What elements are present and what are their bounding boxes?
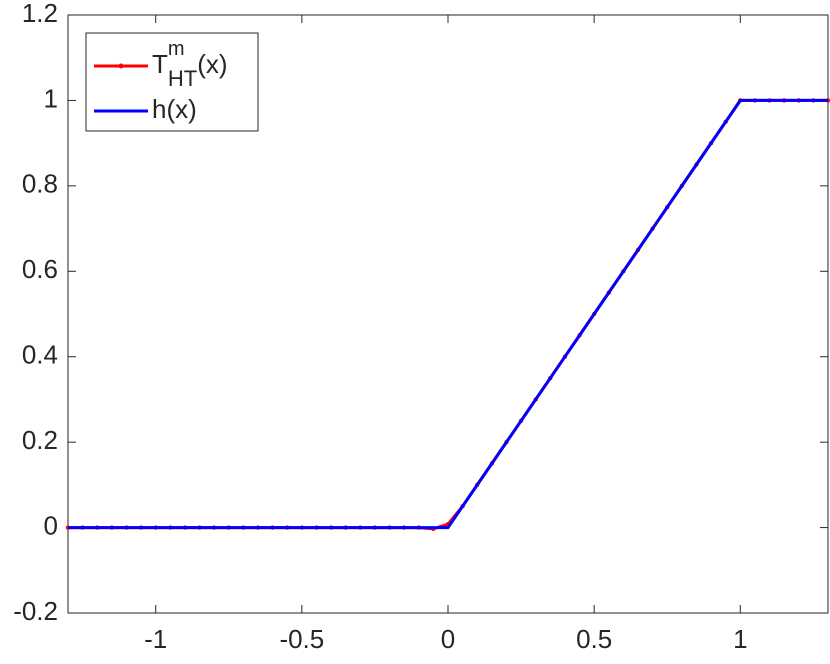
y-tick-label: 1 [44,83,58,113]
y-tick-label: 0 [44,510,58,540]
y-tick-label: -0.2 [13,596,58,626]
x-tick-label: 1 [733,624,747,654]
legend-label: h(x) [152,94,197,124]
y-tick-label: 1.2 [22,0,58,28]
series-line [68,98,828,530]
x-tick-label: -1 [144,624,167,654]
x-tick-label: 0.5 [576,624,612,654]
y-tick-label: 0.6 [22,254,58,284]
y-tick-label: 0.4 [22,340,58,370]
legend-marker [118,63,124,69]
y-tick-label: 0.2 [22,425,58,455]
legend: Tm HT(x)h(x) [85,32,259,132]
legend-box [85,32,259,132]
x-tick-label: 0 [441,624,455,654]
legend-label: Tm HT(x) [152,38,228,91]
x-tick-label: -0.5 [279,624,324,654]
y-tick-label: 0.8 [22,169,58,199]
